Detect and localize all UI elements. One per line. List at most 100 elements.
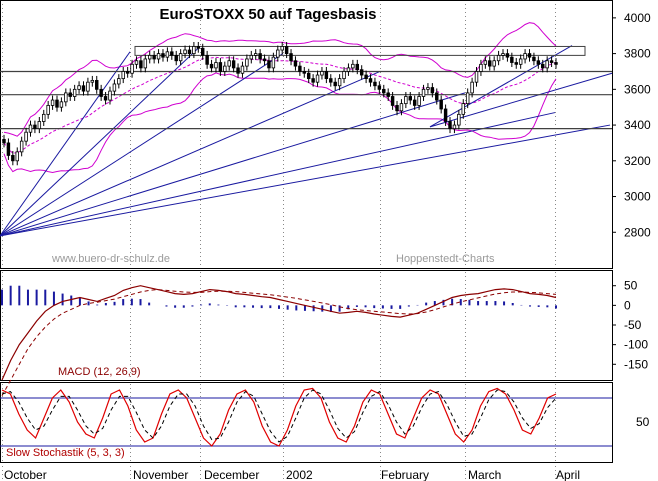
- candle-body: [390, 96, 395, 106]
- candle-body: [200, 47, 205, 56]
- candle-body: [15, 151, 19, 162]
- candle-body: [483, 60, 488, 65]
- candle-body: [240, 65, 245, 74]
- candle-body: [223, 65, 227, 72]
- candle-body: [253, 53, 258, 56]
- candle-body: [342, 71, 346, 80]
- candle-body: [103, 96, 108, 101]
- candle-body: [99, 88, 103, 97]
- candle-body: [209, 63, 214, 69]
- candle-body: [417, 96, 421, 106]
- candle-body: [249, 54, 254, 60]
- macd-y-tick-label: -150: [624, 357, 648, 371]
- candle-body: [373, 81, 377, 87]
- candle-body: [549, 60, 554, 63]
- candle-body: [465, 92, 470, 105]
- macd-y-tick-label: 0: [624, 298, 631, 312]
- candle-body: [351, 63, 355, 69]
- candle-body: [125, 71, 130, 74]
- candle-body: [435, 92, 439, 101]
- macd-label: MACD (12, 26,9): [58, 366, 141, 378]
- candle-body: [488, 60, 492, 67]
- candle-body: [77, 85, 81, 90]
- axis-labels: October November December 2002 February March…: [4, 11, 651, 481]
- candle-body: [42, 113, 46, 122]
- price-y-tick-label: 3000: [624, 190, 651, 204]
- candle-body: [541, 63, 545, 69]
- candle-body: [470, 81, 474, 94]
- candle-body: [382, 88, 386, 94]
- price-y-tick-label: 3400: [624, 118, 651, 132]
- candle-body: [315, 74, 320, 83]
- candle-body: [298, 65, 302, 72]
- candle-body: [532, 56, 536, 62]
- candle-body: [333, 81, 337, 87]
- candle-body: [280, 46, 284, 51]
- stochastic-panel: [0, 387, 612, 447]
- trend-line: [429, 45, 573, 128]
- macd-y-tick-label: 50: [624, 279, 638, 293]
- candle-body: [395, 105, 399, 112]
- candle-body: [267, 60, 271, 69]
- watermark-right: Hoppenstedt-Charts: [396, 253, 495, 265]
- stochastic-y-tick-label: 50: [636, 415, 650, 429]
- candle-body: [510, 56, 514, 63]
- candle-body: [187, 49, 192, 54]
- macd-panel-frame: [0, 270, 613, 381]
- candle-body: [161, 53, 165, 58]
- candle-body: [227, 60, 231, 67]
- candle-body: [368, 78, 373, 83]
- macd-y-tick-label: -100: [624, 338, 648, 352]
- candle-body: [514, 62, 518, 65]
- stochastic-label: Slow Stochastik (5, 3, 3): [6, 447, 125, 459]
- candle-body: [320, 71, 324, 76]
- candle-body: [474, 71, 479, 83]
- price-y-tick-label: 4000: [624, 11, 651, 25]
- price-y-tick-label: 2800: [624, 225, 651, 239]
- candle-body: [152, 54, 156, 60]
- x-tick-label: November: [133, 468, 188, 481]
- bollinger-lower: [3, 72, 557, 174]
- candle-body: [46, 105, 50, 115]
- candle-body: [121, 71, 125, 80]
- candle-body: [293, 60, 298, 67]
- candle-body: [386, 92, 390, 97]
- candle-body: [492, 60, 496, 67]
- fan-line: [0, 51, 131, 237]
- candle-body: [143, 58, 148, 69]
- candle-body: [346, 67, 351, 72]
- candle-body: [457, 113, 461, 126]
- candle-body: [329, 78, 333, 83]
- fan-line: [0, 124, 611, 237]
- candle-body: [501, 53, 505, 56]
- candle-body: [86, 81, 90, 92]
- macd-panel: [1, 285, 557, 396]
- candle-body: [421, 88, 426, 97]
- candle-body: [68, 92, 72, 97]
- fan-line: [0, 112, 556, 237]
- candle-body: [262, 58, 267, 62]
- candle-body: [404, 96, 408, 105]
- candle-body: [461, 103, 465, 115]
- candle-body: [231, 60, 236, 69]
- macd-y-tick-label: -50: [624, 318, 642, 332]
- candle-body: [448, 121, 452, 130]
- candle-body: [377, 85, 382, 90]
- candle-body: [196, 46, 201, 49]
- candle-body: [24, 131, 28, 142]
- stochastic-k-line: [1, 387, 557, 447]
- stochastic-d-line: [1, 389, 557, 443]
- candle-body: [289, 53, 293, 62]
- candle-body: [59, 101, 64, 108]
- candle-body: [165, 51, 170, 58]
- candle-body: [306, 72, 311, 80]
- candle-body: [536, 60, 541, 65]
- candle-body: [11, 155, 15, 162]
- candle-body: [148, 54, 152, 60]
- candle-body: [50, 99, 55, 106]
- candle-body: [271, 56, 276, 69]
- candle-body: [311, 78, 315, 83]
- candle-body: [72, 88, 77, 97]
- candle-body: [443, 108, 448, 122]
- candle-body: [505, 53, 510, 58]
